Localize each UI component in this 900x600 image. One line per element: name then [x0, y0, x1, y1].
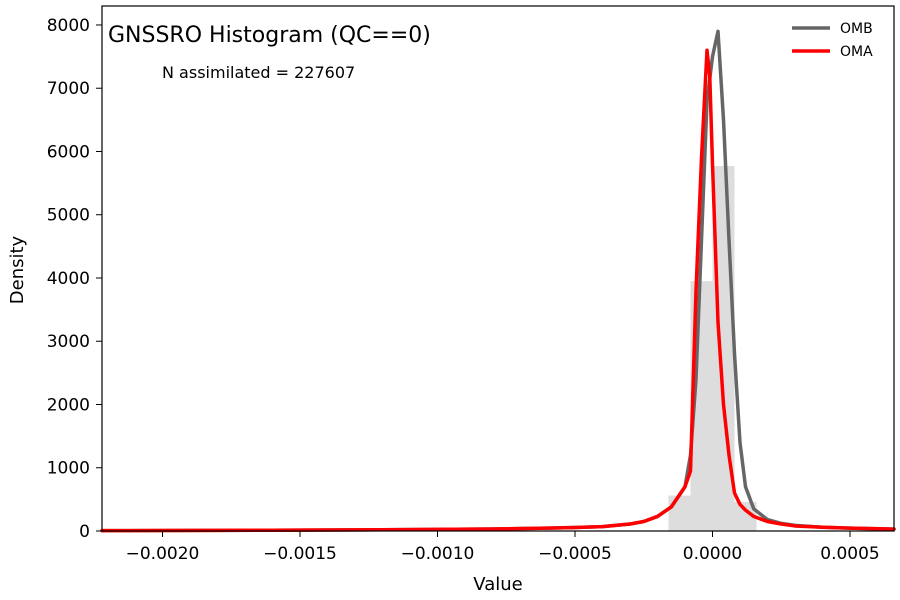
series-line-oma: [100, 48, 896, 533]
x-tick-label: 0.0000: [683, 544, 742, 564]
x-tick-label: −0.0020: [126, 544, 200, 564]
x-tick-label: −0.0005: [538, 544, 612, 564]
legend-label-omb: OMB: [840, 21, 873, 37]
y-tick-label: 0: [79, 522, 90, 542]
annotation-text: N assimilated = 227607: [162, 63, 355, 82]
y-tick-label: 1000: [47, 459, 90, 479]
chart-title: GNSSRO Histogram (QC==0): [108, 23, 431, 48]
y-axis-ticks: 0 1000 2000 3000 4000 5000 6000 7000 8000: [47, 16, 102, 542]
y-tick-label: 5000: [47, 206, 90, 226]
histogram-bar: [668, 495, 691, 531]
y-tick-label: 7000: [47, 79, 90, 99]
y-axis-label: Density: [7, 235, 28, 304]
legend: OMB OMA: [792, 21, 873, 60]
histogram-bar: [734, 501, 757, 531]
x-axis-label: Value: [473, 574, 522, 595]
y-tick-label: 3000: [47, 332, 90, 352]
x-tick-label: −0.0015: [263, 544, 337, 564]
y-tick-label: 4000: [47, 269, 90, 289]
y-tick-label: 8000: [47, 16, 90, 36]
y-tick-label: 6000: [47, 142, 90, 162]
x-axis-ticks: −0.0020 −0.0015 −0.0010 −0.0005 0.0000 0.0005: [126, 531, 880, 564]
x-tick-label: 0.0005: [820, 544, 879, 564]
plot-frame: [101, 5, 895, 532]
legend-label-oma: OMA: [840, 44, 873, 60]
y-tick-label: 2000: [47, 395, 90, 415]
x-tick-label: −0.0010: [401, 544, 475, 564]
series-lines: [100, 29, 896, 533]
series-line-omb: [100, 29, 896, 533]
